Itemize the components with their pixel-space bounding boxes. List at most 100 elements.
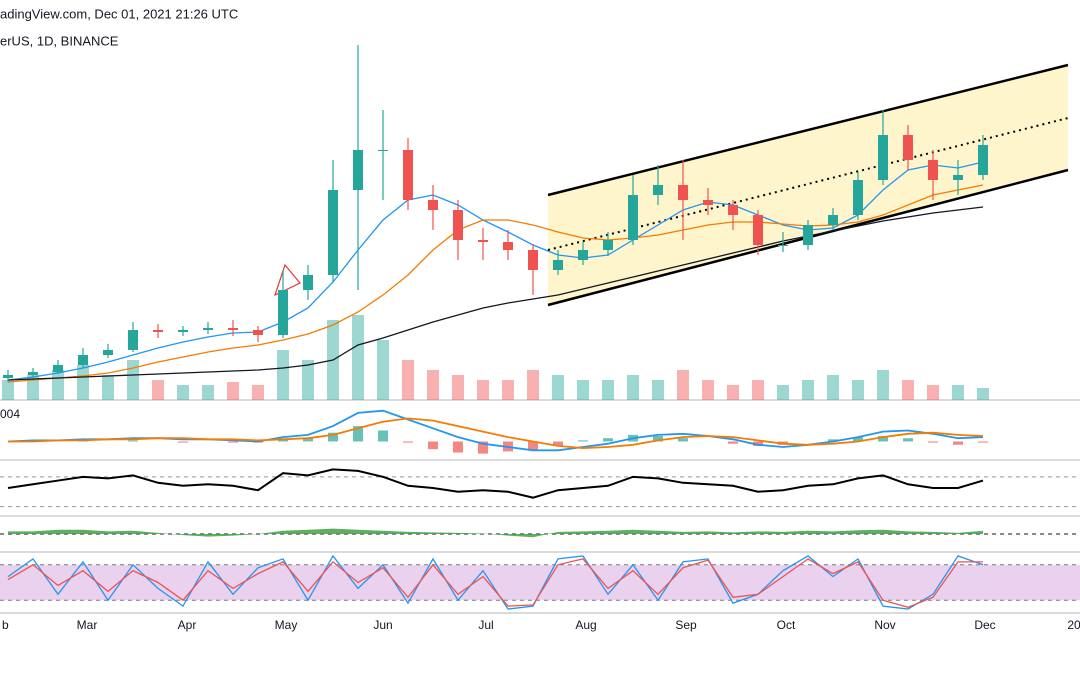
triangle-drawing	[273, 263, 301, 297]
candle-body	[978, 145, 988, 175]
macd-histogram	[753, 441, 763, 446]
candle-body	[328, 190, 338, 275]
candle-body	[403, 150, 413, 200]
volume-bar	[502, 380, 514, 400]
candle-body	[903, 135, 913, 160]
candle-body	[653, 185, 663, 195]
x-axis-label: Aug	[575, 618, 596, 632]
x-axis-label: Apr	[178, 618, 197, 632]
volume-bar	[27, 375, 39, 400]
macd-histogram	[478, 441, 488, 454]
candle-body	[603, 240, 613, 250]
volume-bar	[727, 385, 739, 400]
macd-histogram	[428, 441, 438, 450]
volume-bar	[802, 380, 814, 400]
volume-bar	[352, 315, 364, 400]
candle-body	[678, 185, 688, 200]
volume-bar	[777, 385, 789, 400]
candle-body	[378, 150, 388, 151]
macd-histogram	[228, 441, 238, 443]
macd-histogram	[928, 441, 938, 443]
macd-histogram	[903, 438, 913, 442]
volume-bar	[952, 385, 964, 400]
volume-bar	[477, 380, 489, 400]
rsi-line	[7, 468, 984, 499]
candle-body	[353, 150, 363, 190]
candle-body	[3, 375, 13, 378]
volume-bar	[702, 380, 714, 400]
volume-bar	[652, 380, 664, 400]
x-axis-label: Dec	[974, 618, 995, 632]
candle-body	[53, 365, 63, 372]
candle-body	[128, 330, 138, 350]
candle-body	[453, 210, 463, 240]
candle-body	[478, 240, 488, 242]
x-axis-label: b	[2, 618, 9, 632]
x-axis-label: Nov	[874, 618, 895, 632]
volume-bar	[177, 385, 189, 400]
candle-body	[153, 330, 163, 332]
x-axis-label: Sep	[675, 618, 697, 632]
macd-histogram	[178, 441, 188, 443]
candle-body	[253, 330, 263, 335]
macd-histogram	[978, 441, 988, 443]
candle-body	[278, 290, 288, 335]
volume-bar	[52, 370, 64, 400]
volume-bar	[677, 370, 689, 400]
volume-bar	[127, 360, 139, 400]
candle-body	[228, 328, 238, 330]
pane-separators	[0, 399, 1080, 614]
candle-body	[203, 328, 213, 330]
moving-average	[7, 184, 984, 383]
macd-histogram	[953, 441, 963, 445]
macd-histogram	[278, 439, 288, 442]
volume-bar	[302, 360, 314, 400]
macd-histogram	[528, 441, 538, 451]
volume-bar	[252, 385, 264, 400]
macd-histogram	[553, 441, 563, 446]
cmf-area	[8, 528, 983, 538]
macd-histogram	[603, 438, 613, 442]
macd-histogram	[728, 441, 738, 444]
macd-histogram	[303, 438, 313, 442]
x-axis-label: Jul	[478, 618, 493, 632]
macd-histogram	[678, 438, 688, 442]
macd-histogram	[853, 437, 863, 442]
volume-bar	[977, 388, 989, 400]
volume-bar	[77, 365, 89, 400]
volume-bar	[377, 340, 389, 400]
volume-bar	[877, 370, 889, 400]
candle-body	[528, 250, 538, 270]
macd-histogram	[578, 440, 588, 442]
x-axis-label: Mar	[77, 618, 98, 632]
macd-histogram	[878, 436, 888, 442]
symbol-label: erUS, 1D, BINANCE	[0, 33, 119, 48]
candle-body	[878, 135, 888, 180]
moving-average	[7, 206, 984, 381]
candle-body	[778, 245, 788, 246]
candle-body	[503, 242, 513, 250]
volume-bar	[552, 375, 564, 400]
volume-bar	[452, 375, 464, 400]
stoch-d	[7, 558, 983, 608]
candle-body	[953, 175, 963, 180]
signal-line	[8, 417, 984, 450]
volume-bar	[227, 382, 239, 400]
x-axis-label: Oct	[777, 618, 796, 632]
volume-bar	[577, 380, 589, 400]
macd-histogram	[403, 441, 413, 443]
candle-body	[853, 180, 863, 215]
x-axis-label: 20	[1067, 618, 1080, 632]
volume-bar	[277, 350, 289, 400]
x-axis-label: May	[275, 618, 298, 632]
volume-bar	[627, 375, 639, 400]
volume-bar	[202, 385, 214, 400]
candle-body	[628, 195, 638, 240]
candle-body	[103, 350, 113, 355]
candle-body	[178, 330, 188, 332]
candle-body	[28, 372, 38, 375]
channel-fill	[548, 65, 1068, 305]
volume-bar	[602, 380, 614, 400]
candle-body	[78, 355, 88, 365]
candle-body	[553, 260, 563, 270]
